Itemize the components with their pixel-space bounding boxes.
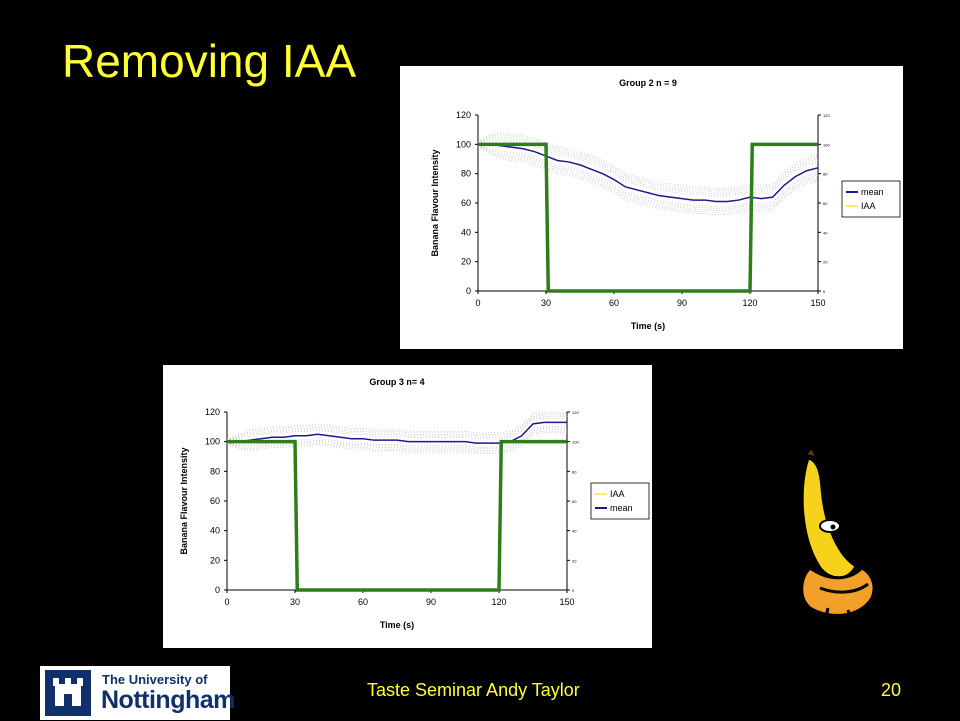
- chart2-ytick-label: 40: [210, 526, 220, 536]
- page-number: 20: [881, 680, 902, 700]
- chart2-legend-box: [590, 482, 650, 520]
- chart-group-2-svg: Group 2 n = 9 0 20 40 60 80 100 120 0 20 40 60 80 100…: [430, 78, 901, 331]
- chart1-band-lower: [477, 145, 819, 212]
- chart-group-3-svg: Group 3 n= 4 0 20 40 60 80 100 120 0 20 40 60 80 100 1…: [179, 377, 650, 630]
- chart2-band-lower: [226, 429, 567, 451]
- chart2-xtick-label: 120: [491, 597, 506, 607]
- logo-line1: The University of: [102, 672, 208, 687]
- chart2-legend-label-mean: mean: [610, 503, 633, 513]
- chart2-ylabel: Banana Flavour Intensity: [179, 447, 189, 554]
- chart1-ytick-label: 60: [461, 198, 471, 208]
- chart1-legend-label-iaa: IAA: [861, 201, 876, 211]
- chart1-y2tick-label: 60: [823, 201, 828, 206]
- chart2-band-upper: [226, 416, 567, 441]
- chart1-y2tick-label: 100: [823, 142, 830, 147]
- chart1-y2tick-label: 0: [823, 289, 826, 294]
- chart2-y2tick-label: 0: [572, 588, 575, 593]
- slide-title: Removing IAA: [62, 35, 357, 87]
- chart1-xtick-label: 60: [609, 298, 619, 308]
- chart2-y2tick-label: 100: [572, 440, 579, 445]
- chart-group-2: Group 2 n = 9 0 20 40 60 80 100 120 0 20 40 60 80 100…: [400, 66, 903, 349]
- chart2-band-upper: [226, 414, 567, 441]
- chart1-y2tick-label: 80: [823, 172, 828, 177]
- chart2-y2tick-label: 60: [572, 499, 577, 504]
- chart2-legend-label-iaa: IAA: [610, 489, 625, 499]
- chart1-ytick-label: 100: [456, 139, 471, 149]
- chart1-ytick-label: 40: [461, 227, 471, 237]
- chart2-y2tick-label: 20: [572, 558, 577, 563]
- chart1-xtick-label: 0: [475, 298, 480, 308]
- chart1-band-upper: [477, 138, 819, 195]
- footer-text: Taste Seminar Andy Taylor: [367, 680, 580, 700]
- chart1-xtick-label: 120: [742, 298, 757, 308]
- chart2-title: Group 3 n= 4: [369, 377, 424, 387]
- chart2-y2tick-label: 40: [572, 529, 577, 534]
- chart1-band-lower: [477, 146, 819, 216]
- chart2-xtick-label: 60: [358, 597, 368, 607]
- chart1-mean-line: [478, 143, 819, 203]
- chart1-ytick-label: 80: [461, 169, 471, 179]
- chart1-legend-box: [841, 180, 901, 218]
- chart1-xtick-label: 30: [541, 298, 551, 308]
- chart2-y2tick-label: 120: [572, 410, 579, 415]
- chart1-title: Group 2 n = 9: [619, 78, 677, 88]
- chart2-ytick-label: 20: [210, 555, 220, 565]
- chart1-ytick-label: 0: [466, 286, 471, 296]
- chart2-band-upper: [226, 411, 567, 440]
- chart1-y2tick-label: 120: [823, 113, 830, 118]
- chart1-legend-label-mean: mean: [861, 187, 884, 197]
- chart2-band-lower: [226, 430, 567, 453]
- chart2-y2tick-label: 80: [572, 469, 577, 474]
- chart-group-3: Group 3 n= 4 0 20 40 60 80 100 120 0 20 40 60 80 100 1…: [163, 365, 652, 648]
- chart1-xtick-label: 90: [677, 298, 687, 308]
- chart1-iaa-line: [478, 142, 818, 293]
- chart1-ytick-label: 20: [461, 257, 471, 267]
- chart2-ytick-label: 0: [215, 585, 220, 595]
- chart1-band-lower: [477, 145, 819, 208]
- chart1-ylabel: Banana Flavour Intensity: [430, 149, 440, 256]
- chart2-ytick-label: 80: [210, 466, 220, 476]
- chart2-xlabel: Time (s): [380, 620, 414, 630]
- castle-crest-icon: [45, 670, 91, 716]
- chart1-band-lower: [477, 146, 819, 214]
- chart2-xtick-label: 30: [290, 597, 300, 607]
- chart1-y2tick-label: 20: [823, 260, 828, 265]
- chart1-band-lower: [477, 145, 819, 210]
- chart1-band-upper: [477, 136, 819, 193]
- chart2-xtick-label: 90: [426, 597, 436, 607]
- chart1-band-upper: [477, 132, 819, 189]
- chart1-band-upper: [477, 140, 819, 197]
- chart2-ytick-label: 100: [205, 437, 220, 447]
- chart2-band-upper: [226, 413, 567, 441]
- chart1-y2tick-label: 40: [823, 230, 828, 235]
- chart1-xtick-label: 150: [810, 298, 825, 308]
- university-logo: The University of Nottingham: [40, 666, 235, 720]
- chart2-iaa-line: [227, 439, 567, 592]
- chart2-band-lower: [226, 432, 567, 454]
- chart1-xlabel: Time (s): [631, 321, 665, 331]
- logo-line2: Nottingham: [101, 686, 235, 714]
- chart2-xtick-label: 150: [559, 597, 574, 607]
- chart2-xtick-label: 0: [224, 597, 229, 607]
- chart1-ytick-label: 120: [456, 110, 471, 120]
- chart2-ytick-label: 60: [210, 496, 220, 506]
- chart1-band-upper: [477, 134, 819, 191]
- chart2-ytick-label: 120: [205, 407, 220, 417]
- chart2-band-upper: [226, 417, 567, 442]
- banana-character-icon: [800, 448, 876, 635]
